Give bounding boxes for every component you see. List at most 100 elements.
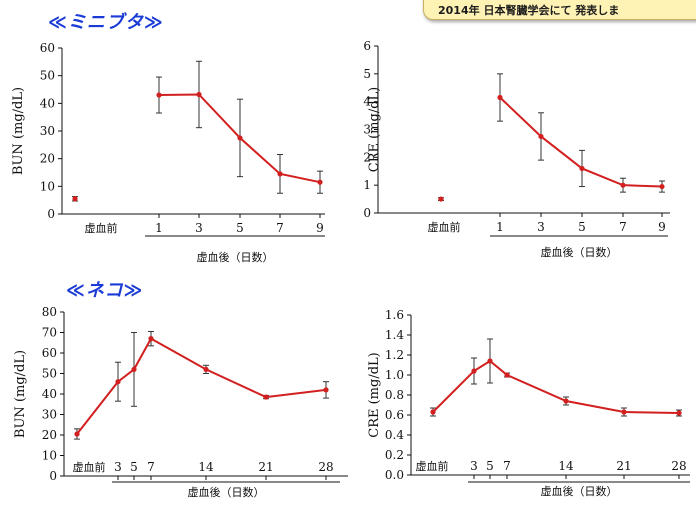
x-tick-label: 5 (486, 459, 494, 473)
data-point (538, 133, 544, 140)
data-point (203, 366, 209, 372)
x-tick-label: 3 (195, 221, 203, 235)
series-line (76, 337, 327, 435)
x-tick-label: 7 (619, 220, 627, 234)
x-axis-title-post-ischemia: 虚血後（日数） (188, 485, 265, 499)
data-point (72, 196, 78, 202)
y-tick-label: 50 (40, 69, 55, 83)
data-point (323, 387, 329, 393)
data-point (196, 91, 202, 98)
data-point (237, 135, 243, 141)
y-tick-label: 6 (363, 39, 371, 53)
x-tick-label: 28 (671, 459, 686, 473)
data-point (497, 94, 503, 101)
y-tick-label: 50 (42, 367, 57, 381)
y-tick-label: 0.6 (385, 408, 404, 422)
section-title-minipig: ≪ミニブタ≫ (48, 12, 164, 33)
data-point (438, 196, 444, 202)
data-point (263, 394, 269, 400)
data-point (430, 409, 436, 415)
x-tick-label: 14 (198, 460, 214, 474)
data-point (277, 171, 283, 177)
x-tick-label: 21 (258, 460, 273, 474)
y-axis-title: CRE (mg/dL) (367, 352, 382, 437)
y-tick-label: 30 (40, 124, 55, 138)
y-tick-label: 10 (42, 449, 57, 463)
x-axis-title-post-ischemia: 虚血後（日数） (197, 250, 274, 264)
x-label-pre-ischemia: 虚血前 (428, 220, 461, 234)
y-tick-label: 1.4 (385, 328, 404, 342)
x-tick-label: 9 (316, 221, 324, 235)
x-tick-label: 1 (496, 220, 504, 234)
y-tick-label: 80 (42, 305, 57, 319)
data-point (131, 366, 137, 372)
x-tick-label: 5 (236, 221, 244, 235)
data-point (156, 92, 162, 98)
y-tick-label: 60 (40, 41, 55, 55)
y-tick-label: 5 (363, 67, 371, 81)
announcement-banner: 2014年 日本腎臓学会にて 発表しま (423, 0, 696, 20)
x-tick-label: 7 (147, 460, 155, 474)
data-point (471, 368, 477, 374)
y-tick-label: 40 (42, 387, 57, 401)
y-tick-label: 0.0 (385, 468, 404, 482)
x-tick-label: 28 (318, 460, 333, 474)
y-tick-label: 2 (363, 150, 371, 164)
x-label-pre-ischemia: 虚血前 (73, 460, 106, 474)
x-tick-label: 7 (503, 459, 511, 473)
x-tick-label: 3 (537, 220, 545, 234)
x-tick-label: 9 (658, 220, 666, 234)
data-point (115, 379, 121, 385)
x-tick-label: 1 (155, 221, 163, 235)
x-label-pre-ischemia: 虚血前 (85, 221, 118, 235)
x-tick-label: 14 (558, 459, 574, 473)
y-axis-title: BUN (mg/dL) (13, 350, 28, 438)
data-point (563, 398, 569, 404)
chart-3: 0 10 20 30 40 50 60 70 80 BUN (mg/dL) 3 5 7 14 21 28 虚血前… (13, 305, 348, 499)
y-tick-label: 10 (40, 179, 55, 193)
x-tick-label: 5 (130, 460, 138, 474)
y-tick-label: 1.2 (385, 348, 404, 362)
y-tick-label: 20 (40, 152, 55, 166)
y-tick-label: 30 (42, 408, 57, 422)
series-line (499, 96, 663, 188)
data-point (487, 358, 493, 364)
series-line (432, 359, 680, 414)
y-tick-label: 0.2 (385, 448, 404, 462)
y-tick-label: 70 (42, 326, 57, 340)
x-tick-label: 21 (616, 459, 631, 473)
data-point (659, 183, 665, 190)
data-point (621, 409, 627, 415)
y-tick-label: 1.6 (385, 308, 404, 322)
y-tick-label: 0.8 (385, 388, 404, 402)
banner-text: 2014年 日本腎臓学会にて 発表しま (438, 4, 620, 17)
x-axis-title-post-ischemia: 虚血後（日数） (541, 484, 618, 498)
x-tick-label: 3 (470, 459, 478, 473)
y-tick-label: 3 (363, 123, 371, 137)
section-title-cat: ≪ネコ≫ (66, 280, 144, 301)
x-label-pre-ischemia: 虚血前 (416, 459, 449, 473)
y-tick-label: 1.0 (385, 368, 404, 382)
y-tick-label: 4 (363, 95, 371, 109)
y-tick-label: 0.4 (385, 428, 404, 442)
data-point (579, 165, 585, 172)
y-tick-label: 60 (42, 346, 57, 360)
data-point (504, 372, 510, 378)
data-point (620, 182, 626, 188)
x-tick-label: 7 (276, 221, 284, 235)
y-tick-label: 0 (49, 469, 57, 483)
chart-4: 0.0 0.2 0.4 0.6 0.8 1.0 1.2 1.4 1.6 CRE (mg/dL) 3 5… (367, 308, 690, 498)
data-point (74, 431, 80, 437)
y-tick-label: 0 (363, 206, 371, 220)
data-point (317, 179, 323, 185)
x-tick-label: 5 (578, 220, 586, 234)
x-tick-label: 3 (114, 460, 122, 474)
y-axis-title: BUN (mg/dL) (11, 87, 26, 175)
y-tick-label: 1 (363, 178, 371, 192)
data-point (676, 410, 682, 416)
y-tick-label: 20 (42, 428, 57, 442)
y-axis-title: CRE (mg/dL) (367, 87, 382, 172)
